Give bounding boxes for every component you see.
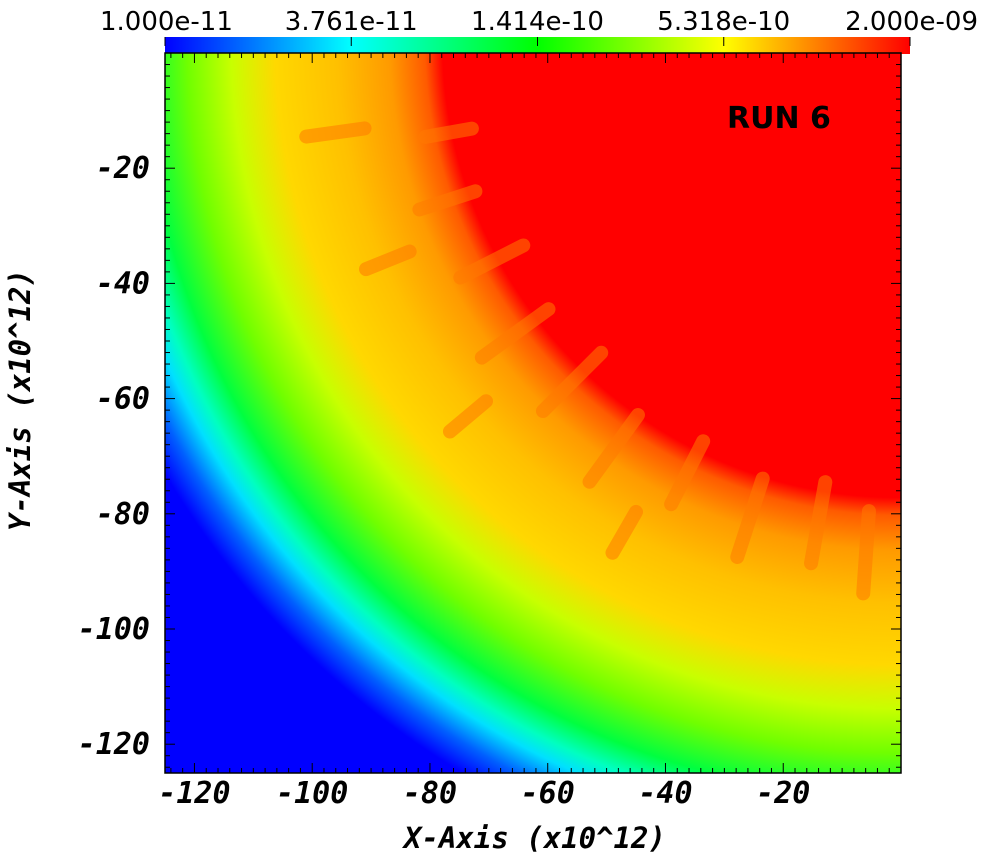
x-tick-label: -80 [403, 776, 457, 811]
streak [856, 504, 876, 601]
streak [412, 184, 483, 217]
density-field [165, 53, 901, 773]
streak [664, 434, 711, 512]
colorbar-tick-label: 3.761e-11 [285, 7, 418, 37]
streak [582, 408, 645, 489]
streak [535, 345, 609, 419]
streak [453, 238, 531, 285]
x-tick-label: -20 [756, 776, 810, 811]
x-tick-label: -60 [521, 776, 575, 811]
x-tick-label: -40 [638, 776, 692, 811]
streak [605, 504, 644, 560]
colorbar-tick-label: 5.318e-10 [657, 7, 790, 37]
streak [418, 121, 479, 144]
x-axis-title: X-Axis (x10^12) [401, 821, 666, 855]
x-tick-labels: -120 -100 -80 -60 -40 -20 [158, 776, 810, 811]
streak [474, 302, 556, 365]
streak [299, 121, 372, 144]
streak [358, 244, 417, 277]
colorbar: 1.000e-11 3.761e-11 1.414e-10 5.318e-10 2.00… [100, 7, 978, 54]
run-annotation: RUN 6 [727, 101, 831, 136]
x-tick-label: -120 [158, 776, 230, 811]
streak [442, 394, 494, 439]
y-tick-label: -60 [96, 382, 150, 417]
y-tick-label: -100 [78, 612, 150, 647]
y-tick-labels: -120 -100 -80 -60 -40 -20 [78, 151, 150, 762]
plot-frame [164, 52, 902, 774]
streak [804, 475, 833, 571]
y-tick-label: -40 [96, 266, 150, 301]
x-tick-label: -100 [276, 776, 348, 811]
colorbar-tick-label: 2.000e-09 [845, 7, 978, 37]
y-axis-title: Y-Axis (x10^12) [3, 269, 37, 531]
plot-area: -120 -100 -80 -60 -40 -20 -120 -100 -80 -60 -40 -2… [78, 52, 902, 811]
y-tick-label: -20 [96, 151, 150, 186]
y-tick-label: -80 [96, 497, 150, 532]
colorbar-tick-label: 1.000e-11 [100, 7, 233, 37]
y-tick-label: -120 [78, 727, 150, 762]
axis-ticks [165, 52, 902, 773]
streak [730, 471, 770, 564]
streak-features [299, 121, 876, 601]
colorbar-tick-label: 1.414e-10 [471, 7, 604, 37]
